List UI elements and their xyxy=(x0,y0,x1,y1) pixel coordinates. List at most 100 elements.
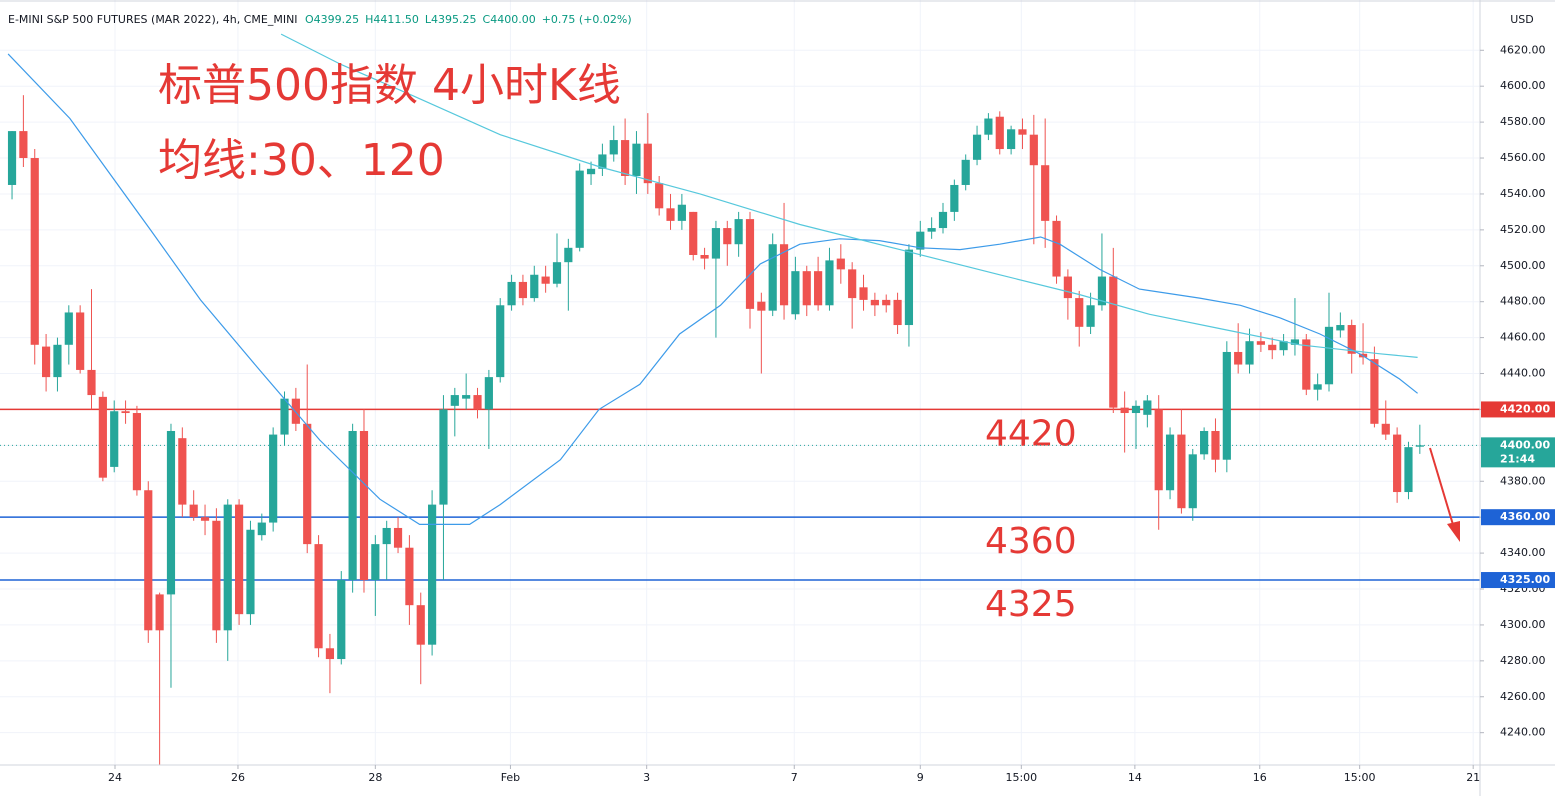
title: 标普500指数 4小时K线 xyxy=(158,60,621,111)
candle-body xyxy=(961,159,970,185)
candle-body xyxy=(30,158,39,345)
candle-body xyxy=(132,413,142,491)
candle-body xyxy=(393,527,403,548)
candle-body xyxy=(212,520,221,631)
candle-body xyxy=(1268,344,1277,351)
y-tick-label: 4600.00 xyxy=(1500,79,1546,92)
candle-body xyxy=(223,504,232,631)
candle-body xyxy=(1165,434,1175,491)
candle-body xyxy=(348,430,357,581)
level-annotation: 4360 xyxy=(985,521,1077,562)
candle-body xyxy=(303,423,312,545)
last-price-label: 4400.00 xyxy=(1500,438,1550,451)
currency: USD xyxy=(1510,13,1534,26)
candle-body xyxy=(337,580,346,660)
header-ohlc: L4395.25 xyxy=(425,13,477,26)
candles xyxy=(7,95,1424,765)
candle-body xyxy=(291,398,300,424)
candle-body xyxy=(1336,325,1345,331)
candle-body xyxy=(621,140,630,176)
candle-body xyxy=(1347,325,1356,354)
candle-body xyxy=(450,395,459,406)
candle-body xyxy=(484,377,493,410)
candle-body xyxy=(166,430,176,595)
candle-body xyxy=(904,249,914,326)
candle-body xyxy=(916,231,925,250)
candle-body xyxy=(155,594,164,631)
candle-body xyxy=(643,143,652,184)
level-price-label: 4420.00 xyxy=(1500,402,1550,415)
x-tick-label: 15:00 xyxy=(1005,771,1037,784)
candle-body xyxy=(462,395,471,399)
candle-body xyxy=(405,547,414,606)
candle-body xyxy=(530,274,539,299)
candle-body xyxy=(950,184,959,212)
candle-body xyxy=(1290,339,1300,345)
candle-body xyxy=(371,544,380,581)
candle-body xyxy=(7,131,17,185)
candle-body xyxy=(1143,400,1152,415)
arrow xyxy=(1429,447,1460,542)
candle-body xyxy=(825,260,834,306)
candle-body xyxy=(1415,445,1424,447)
candle-body xyxy=(1211,430,1220,460)
y-tick-label: 4240.00 xyxy=(1500,726,1546,739)
x-tick-label: 9 xyxy=(917,771,924,784)
candle-body xyxy=(1029,134,1038,166)
candle-body xyxy=(814,271,823,306)
moving-average-line xyxy=(7,53,1418,525)
x-tick-label: 7 xyxy=(791,771,798,784)
header-change: +0.75 (+0.02%) xyxy=(542,13,632,26)
candle-body xyxy=(700,255,709,259)
x-tick-label: 24 xyxy=(108,771,122,784)
candle-body xyxy=(1177,434,1186,509)
candle-body xyxy=(632,143,641,176)
y-tick-label: 4260.00 xyxy=(1500,690,1546,703)
candle-body xyxy=(1393,434,1402,493)
candle-body xyxy=(598,154,607,169)
y-tick-label: 4460.00 xyxy=(1500,331,1546,344)
axes: 4240.004260.004280.004300.004320.004340.… xyxy=(108,43,1555,784)
y-tick-label: 4480.00 xyxy=(1500,295,1546,308)
candle-body xyxy=(1086,305,1095,327)
level-price-box xyxy=(1481,401,1555,418)
candle-body xyxy=(1063,276,1072,299)
candle-body xyxy=(1279,341,1288,351)
candle-body xyxy=(1097,276,1107,306)
candle-body xyxy=(791,271,800,315)
candle-body xyxy=(87,369,96,396)
arrow-line xyxy=(1429,447,1455,529)
candle-body xyxy=(121,411,130,414)
candle-body xyxy=(1018,129,1027,135)
header-values: O4399.25 H4411.50 L4395.25 C4400.00 +0.75 (+… xyxy=(305,13,632,26)
candle-body xyxy=(575,170,584,248)
candle-body xyxy=(1200,430,1209,455)
candle-body xyxy=(745,219,755,309)
candle-body xyxy=(552,262,562,284)
candle-body xyxy=(53,344,62,378)
y-tick-label: 4540.00 xyxy=(1500,187,1546,200)
level-price-label: 4325.00 xyxy=(1500,573,1550,586)
candle-body xyxy=(269,434,278,523)
y-tick-label: 4440.00 xyxy=(1500,367,1546,380)
candle-body xyxy=(1302,339,1311,390)
candle-body xyxy=(246,529,255,615)
candle-body xyxy=(235,504,244,615)
candle-body xyxy=(382,527,391,545)
last-price-box xyxy=(1481,437,1555,468)
candle-body xyxy=(984,118,993,135)
candle-body xyxy=(734,219,743,245)
x-tick-label: 26 xyxy=(231,771,245,784)
candle-body xyxy=(178,438,187,505)
level-annotation: 4420 xyxy=(985,413,1077,454)
candle-body xyxy=(677,204,686,221)
x-tick-label: 28 xyxy=(368,771,382,784)
candle-body xyxy=(1007,129,1016,150)
y-tick-label: 4380.00 xyxy=(1500,474,1546,487)
candle-body xyxy=(1370,359,1379,424)
candle-body xyxy=(428,504,437,645)
candle-body xyxy=(144,490,153,631)
candle-body xyxy=(1256,341,1265,345)
candle-body xyxy=(257,522,266,536)
